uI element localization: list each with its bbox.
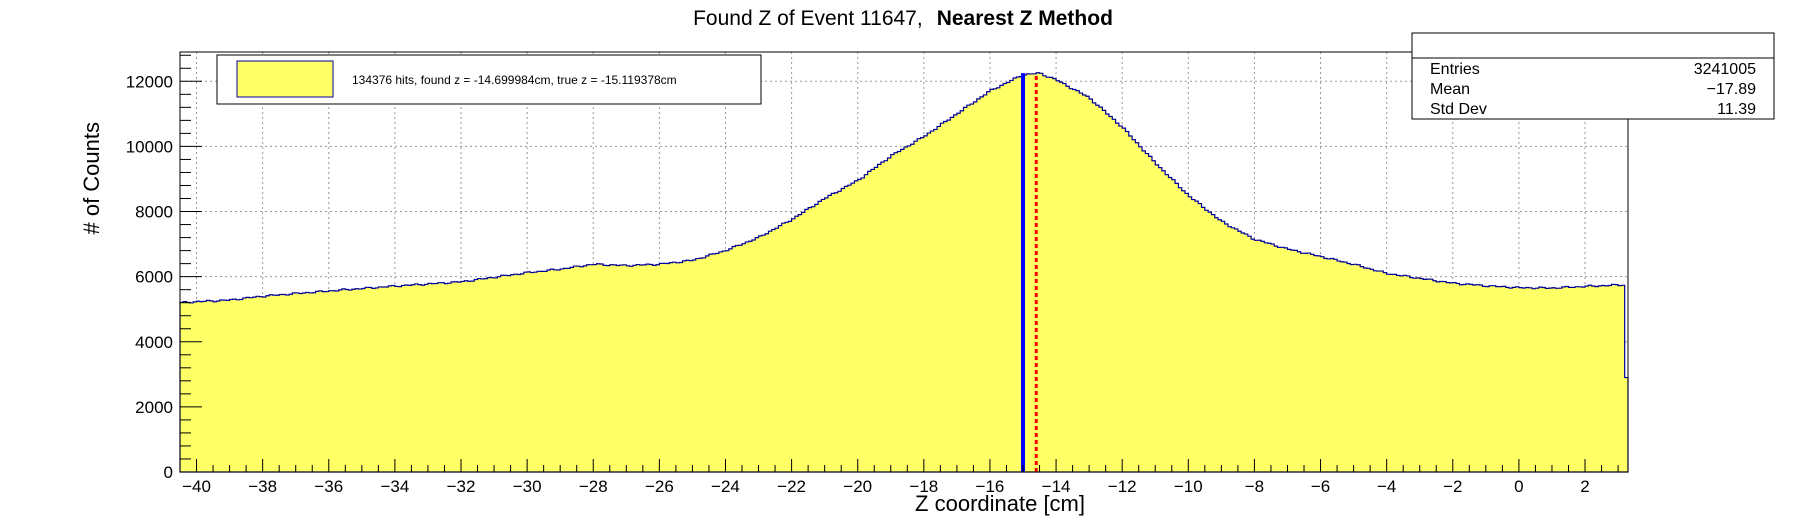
- chart-title-normal: Found Z of Event 11647,: [693, 7, 923, 30]
- legend-label: 134376 hits, found z = -14.699984cm, tru…: [352, 73, 677, 87]
- legend-swatch: [236, 60, 334, 98]
- legend: 134376 hits, found z = -14.699984cm, tru…: [216, 54, 762, 105]
- y-axis-title: # of Counts: [79, 122, 104, 235]
- stats-frame: [1411, 32, 1775, 120]
- x-tick-label: 0: [1514, 477, 1523, 496]
- x-tick-label: −30: [513, 477, 542, 496]
- x-tick-label: −16: [976, 477, 1005, 496]
- y-tick-label: 8000: [135, 203, 173, 222]
- x-tick-label: −20: [843, 477, 872, 496]
- y-tick-label: 0: [164, 463, 173, 482]
- histogram-bars: [179, 72, 1629, 473]
- x-tick-label: −34: [380, 477, 409, 496]
- x-tick-label: 2: [1580, 477, 1589, 496]
- z-markers: [1021, 73, 1038, 472]
- stats-entries-value: 3241005: [1694, 61, 1756, 78]
- x-tick-label: −4: [1377, 477, 1396, 496]
- stats-std-value: 11.39: [1717, 101, 1756, 118]
- x-tick-label: −28: [579, 477, 608, 496]
- stats-mean-value: −17.89: [1707, 81, 1756, 98]
- axes: −40 −38 −36 −34 −32 −30 −28 −26 −24 −22 −20 −18 −16−…: [126, 54, 1619, 496]
- x-tick-label: −18: [909, 477, 938, 496]
- x-axis-title: Z coordinate [cm]: [915, 491, 1085, 516]
- plot-frame: [179, 51, 1629, 473]
- x-tick-label: −12: [1108, 477, 1137, 496]
- x-tick-label: −36: [314, 477, 343, 496]
- x-tick-label: −14: [1042, 477, 1071, 496]
- x-tick-label: −22: [777, 477, 806, 496]
- chart-title-bold: Nearest Z Method: [937, 7, 1113, 30]
- x-tick-label: −40: [182, 477, 211, 496]
- x-tick-label: −6: [1311, 477, 1330, 496]
- chart-title: Found Z of Event 11647, Nearest Z Method: [693, 7, 1113, 30]
- x-tick-label: −8: [1245, 477, 1264, 496]
- x-tick-label: −32: [447, 477, 476, 496]
- x-tick-label: −10: [1174, 477, 1203, 496]
- stats-mean-label: Mean: [1430, 81, 1470, 98]
- y-tick-label: 2000: [135, 398, 173, 417]
- x-tick-label: −38: [248, 477, 277, 496]
- stats-box: Entries 3241005 Mean −17.89 Std Dev 11.3…: [1411, 32, 1775, 120]
- histogram: [179, 72, 1629, 473]
- y-tick-label: 4000: [135, 333, 173, 352]
- x-tick-label: −26: [645, 477, 674, 496]
- y-tick-label: 12000: [126, 72, 173, 91]
- x-tick-label: −24: [711, 477, 740, 496]
- stats-std-label: Std Dev: [1430, 101, 1487, 118]
- y-tick-label: 6000: [135, 268, 173, 287]
- x-tick-label: −2: [1443, 477, 1462, 496]
- stats-entries-label: Entries: [1430, 61, 1480, 78]
- y-tick-label: 10000: [126, 137, 173, 156]
